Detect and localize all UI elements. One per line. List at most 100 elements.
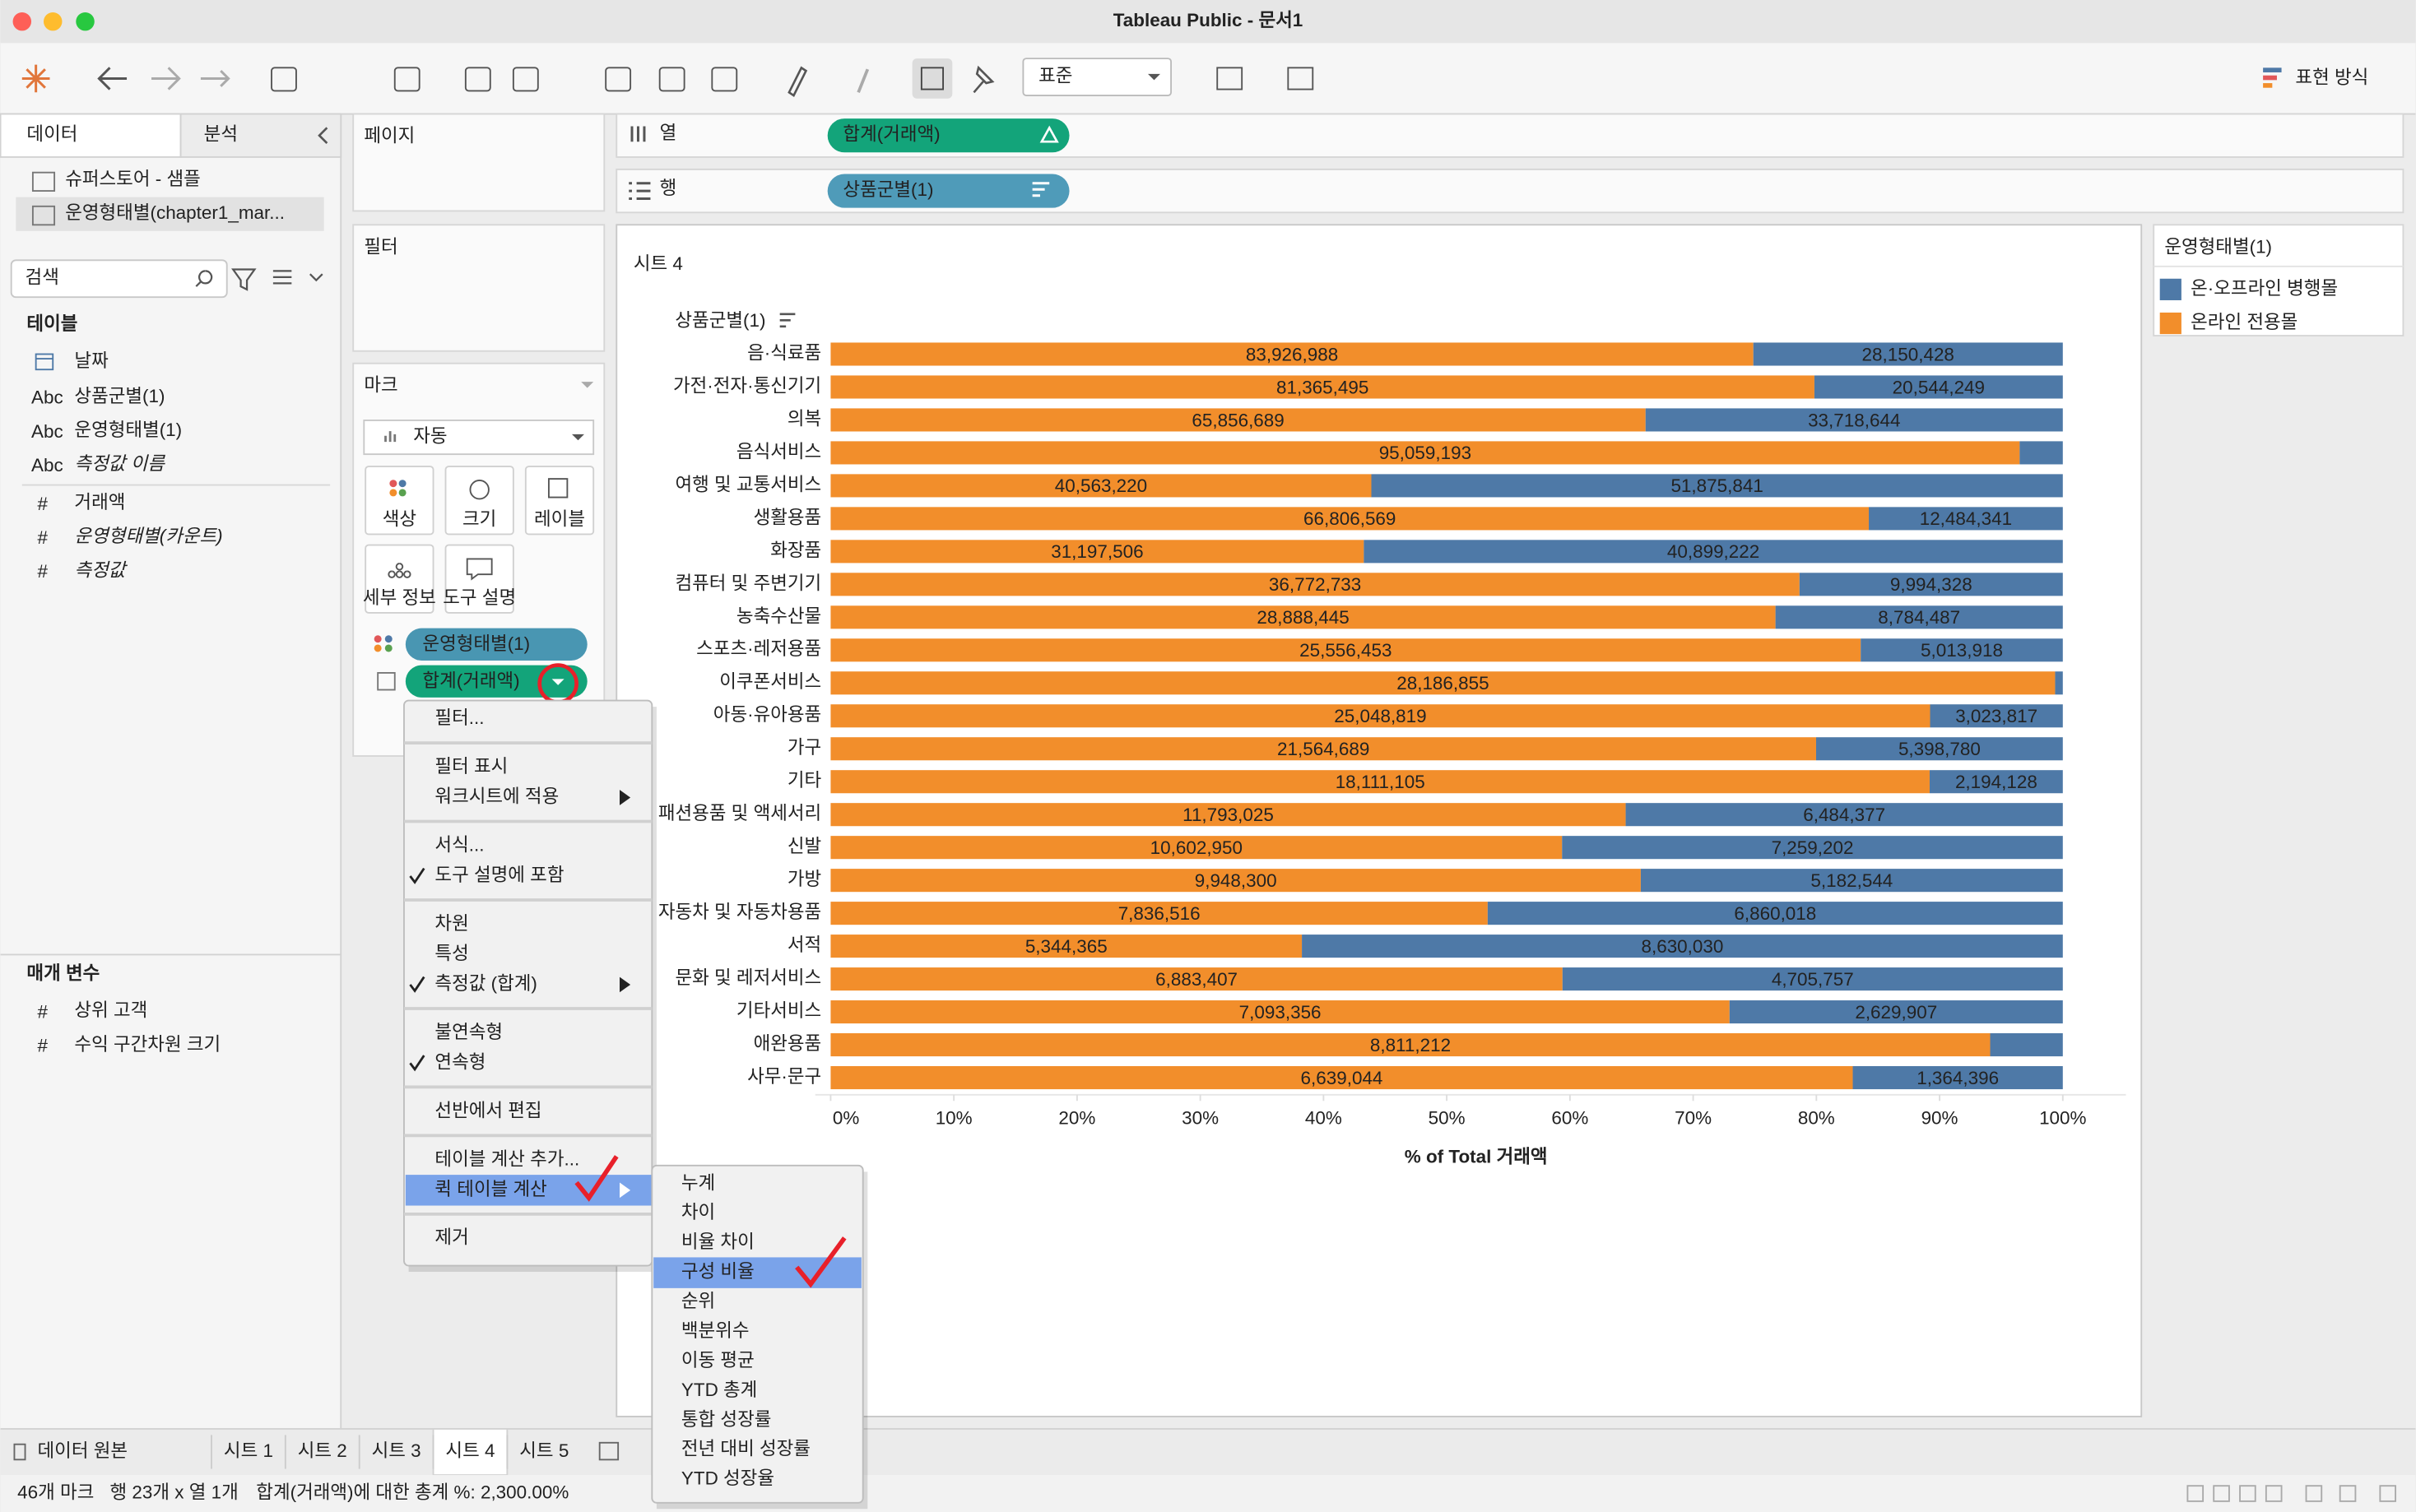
bar-segment[interactable]	[1990, 1033, 2063, 1057]
sheet-tab[interactable]: 시트 1	[224, 1440, 273, 1461]
submenu-item[interactable]: 누계	[681, 1172, 715, 1193]
back-icon[interactable]	[97, 67, 128, 90]
bar-segment[interactable]	[1814, 375, 2063, 399]
submenu-item[interactable]: 이동 평균	[681, 1350, 755, 1371]
bar-segment[interactable]	[830, 408, 1646, 432]
format-select[interactable]	[1022, 58, 1173, 96]
marks-pill[interactable]	[405, 628, 588, 661]
data-tab-active[interactable]	[0, 113, 182, 158]
clip-icon[interactable]	[857, 68, 870, 93]
bar-segment[interactable]	[1645, 408, 2063, 432]
view-icon[interactable]	[272, 270, 323, 285]
bar-segment[interactable]	[1929, 770, 2063, 794]
data-tab[interactable]: 데이터	[26, 124, 77, 145]
toolbar-button[interactable]	[393, 67, 420, 92]
marks-button[interactable]	[365, 466, 434, 536]
bar-segment[interactable]	[830, 605, 1776, 629]
legend-swatch[interactable]	[2159, 278, 2181, 300]
bar-segment[interactable]	[1364, 540, 2063, 564]
bar-segment[interactable]	[830, 935, 1303, 958]
window-button[interactable]	[44, 12, 63, 31]
submenu-item[interactable]: 비율 차이	[681, 1231, 755, 1252]
bar-segment[interactable]	[1815, 737, 2063, 761]
toolbar-button[interactable]	[1216, 67, 1243, 90]
bar-segment[interactable]	[830, 342, 1754, 366]
field[interactable]: 측정값 이름	[74, 453, 165, 474]
bar-segment[interactable]	[830, 803, 1626, 827]
bar-segment[interactable]	[1640, 869, 2063, 893]
parameter[interactable]: 수익 구간차원 크기	[74, 1034, 221, 1055]
status-icon[interactable]	[2239, 1485, 2256, 1502]
toolbar-button[interactable]	[711, 67, 738, 92]
status-icon[interactable]	[2339, 1485, 2357, 1502]
bar-segment[interactable]	[1302, 935, 2063, 958]
menu-item[interactable]: 차원	[434, 913, 468, 934]
data-source[interactable]: 운영형태별(chapter1_mar...	[65, 202, 285, 223]
bar-segment[interactable]	[830, 671, 2056, 695]
pin-icon[interactable]	[973, 65, 995, 94]
text-icon[interactable]	[920, 67, 945, 90]
toolbar-button[interactable]	[605, 67, 632, 92]
legend-swatch[interactable]	[2159, 312, 2181, 335]
field[interactable]: 날짜	[74, 350, 109, 371]
status-icon[interactable]	[2305, 1485, 2323, 1502]
window-button[interactable]	[76, 12, 95, 31]
menu-item[interactable]: 필터...	[434, 707, 484, 728]
sheet-tab[interactable]: 시트 3	[372, 1440, 421, 1461]
submenu-item[interactable]: 구성 비율	[681, 1261, 755, 1282]
marks-button[interactable]	[365, 544, 434, 614]
bar-segment[interactable]	[830, 638, 1861, 662]
redo-icon[interactable]	[200, 70, 230, 87]
toolbar-button[interactable]	[512, 67, 539, 92]
menu-item[interactable]: 워크시트에 적용	[434, 786, 559, 806]
forward-icon[interactable]	[151, 67, 181, 90]
field[interactable]: 운영형태별(1)	[74, 420, 182, 440]
menu-item[interactable]: 측정값 (합계)	[434, 973, 537, 994]
marker-icon[interactable]	[788, 66, 808, 97]
bar-segment[interactable]	[1753, 342, 2063, 366]
bar-segment[interactable]	[830, 1033, 1991, 1057]
menu-item[interactable]: 제거	[434, 1227, 468, 1248]
bar-segment[interactable]	[830, 375, 1814, 399]
field[interactable]: 상품군별(1)	[74, 386, 165, 406]
parameter[interactable]: 상위 고객	[74, 1000, 147, 1021]
menu-item[interactable]: 서식...	[434, 834, 484, 855]
logo-icon[interactable]	[21, 64, 50, 93]
data-source-tab[interactable]: 데이터 원본	[38, 1440, 128, 1461]
status-icon[interactable]	[2379, 1485, 2397, 1502]
search-box[interactable]	[10, 259, 228, 299]
collapse-icon[interactable]	[318, 127, 328, 144]
data-source[interactable]: 슈퍼스토어 - 샘플	[65, 169, 201, 189]
status-icon[interactable]	[2265, 1485, 2283, 1502]
field[interactable]: 운영형태별(카운트)	[74, 526, 222, 546]
bar-segment[interactable]	[830, 869, 1641, 893]
bar-segment[interactable]	[830, 967, 1563, 991]
bar-segment[interactable]	[1869, 507, 2063, 531]
field[interactable]: 측정값	[74, 559, 128, 580]
bar-segment[interactable]	[830, 573, 1800, 596]
bar-segment[interactable]	[830, 540, 1364, 564]
submenu-item[interactable]: 차이	[681, 1202, 715, 1222]
bar-segment[interactable]	[830, 737, 1816, 761]
analysis-tab[interactable]	[179, 113, 342, 158]
menu-item[interactable]: 도구 설명에 포함	[434, 865, 564, 885]
toolbar-button[interactable]	[1287, 67, 1314, 90]
analysis-tab-label[interactable]: 분석	[204, 124, 238, 145]
bar-segment[interactable]	[1729, 1000, 2063, 1024]
sheet-tab[interactable]: 시트 2	[298, 1440, 347, 1461]
field[interactable]: 거래액	[74, 492, 125, 513]
new-sheet-icon[interactable]	[598, 1441, 620, 1461]
submenu-item[interactable]: 백분위수	[681, 1320, 750, 1341]
menu-item[interactable]: 퀵 테이블 계산	[434, 1179, 546, 1199]
menu-item[interactable]: 연속형	[434, 1051, 486, 1072]
marks-button[interactable]	[524, 466, 595, 536]
window-button[interactable]	[12, 12, 32, 31]
bar-segment[interactable]	[1930, 704, 2063, 728]
marks-pill-label[interactable]: 합계(거래액)	[422, 670, 519, 691]
filter-icon[interactable]	[231, 268, 257, 291]
mark-type-select[interactable]	[363, 420, 595, 456]
marks-button[interactable]	[444, 544, 514, 614]
menu-item[interactable]: 필터 표시	[434, 756, 508, 777]
bar-segment[interactable]	[1625, 803, 2063, 827]
bar-segment[interactable]	[830, 441, 2020, 465]
